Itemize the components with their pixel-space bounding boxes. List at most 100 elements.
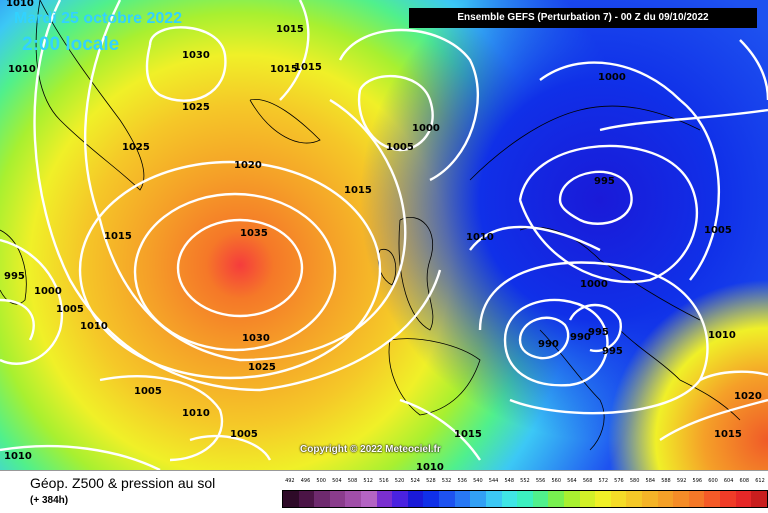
scale-label: 600 xyxy=(708,478,718,484)
isobar-label: 1000 xyxy=(34,286,62,297)
scale-label: 532 xyxy=(441,478,452,484)
isobar-label: 1020 xyxy=(734,391,762,402)
scale-label: 520 xyxy=(394,478,405,484)
scale-swatch xyxy=(407,491,424,507)
isobar-label: 1010 xyxy=(80,321,108,332)
isobar-label: 1015 xyxy=(454,429,482,440)
scale-swatch xyxy=(423,491,440,507)
isobar-label: 1020 xyxy=(234,160,262,171)
scale-swatch xyxy=(454,491,471,507)
scale-label: 564 xyxy=(567,478,577,484)
weather-map: 1010 1015 1030 1010 1015 1015 1025 1025 … xyxy=(0,0,768,470)
scale-label: 584 xyxy=(645,478,656,484)
isobar-label: 1035 xyxy=(240,228,268,239)
isobar-label: 1015 xyxy=(344,185,372,196)
run-info: Ensemble GEFS (Perturbation 7) - 00 Z du… xyxy=(409,8,757,28)
scale-swatch xyxy=(735,491,752,507)
copyright-text: Copyright © 2022 Meteociel.fr xyxy=(300,444,441,455)
color-scale: 492 496 500 504 508 512 516 520 524 528 532 536 540 5… xyxy=(282,478,768,508)
isobar-label: 990 xyxy=(570,332,591,343)
scale-swatch xyxy=(579,491,596,507)
scale-swatches xyxy=(282,490,768,508)
scale-label: 524 xyxy=(410,478,420,484)
scale-label: 496 xyxy=(300,478,311,484)
scale-label: 548 xyxy=(504,478,515,484)
scale-label: 508 xyxy=(347,478,358,484)
isobar-label: 1015 xyxy=(714,429,742,440)
scale-swatch xyxy=(642,491,658,507)
scale-label: 540 xyxy=(473,478,483,484)
isobar-label: 990 xyxy=(538,339,559,350)
scale-swatch xyxy=(595,491,611,507)
scale-label: 604 xyxy=(723,478,734,484)
scale-label: 596 xyxy=(692,478,703,484)
scale-label: 608 xyxy=(739,478,750,484)
scale-swatch xyxy=(751,491,767,507)
scale-label: 504 xyxy=(332,478,342,484)
scale-swatch xyxy=(501,491,518,507)
isobar-label: 1010 xyxy=(466,232,494,243)
scale-label: 588 xyxy=(661,478,671,484)
isobar-label: 1025 xyxy=(122,142,150,153)
forecast-lead-time: (+ 384h) xyxy=(30,495,69,506)
scale-swatch xyxy=(548,491,564,507)
isobar-label: 1000 xyxy=(598,72,626,83)
isobar-label: 1030 xyxy=(182,50,210,61)
scale-label: 580 xyxy=(629,478,640,484)
scale-swatch xyxy=(673,491,689,507)
scale-swatch xyxy=(361,491,377,507)
forecast-time: 2:00 locale xyxy=(22,34,120,55)
scale-label: 560 xyxy=(551,478,562,484)
isobar-label: 1025 xyxy=(182,102,210,113)
isobar-label: 1010 xyxy=(4,451,32,462)
isobar-label: 1010 xyxy=(6,0,34,9)
isobar-label: 1010 xyxy=(8,64,36,75)
scale-swatch xyxy=(376,491,393,507)
isobar-label: 1015 xyxy=(104,231,132,242)
scale-label: 512 xyxy=(363,478,373,484)
scale-label: 572 xyxy=(598,478,609,484)
scale-label: 612 xyxy=(755,478,765,484)
isobar-label: 1005 xyxy=(134,386,162,397)
scale-swatch xyxy=(657,491,674,507)
map-canvas: 1010 1015 1030 1010 1015 1015 1025 1025 … xyxy=(0,0,768,470)
isobar-label: 1000 xyxy=(412,123,440,134)
isobar-label: 1015 xyxy=(270,64,298,75)
isobar-label: 1005 xyxy=(230,429,258,440)
scale-label: 536 xyxy=(457,478,467,484)
isobar-label: 1005 xyxy=(704,225,732,236)
scale-swatch xyxy=(563,491,580,507)
scale-label: 544 xyxy=(488,478,499,484)
scale-swatch xyxy=(517,491,533,507)
scale-label: 516 xyxy=(379,478,389,484)
scale-swatch xyxy=(298,491,315,507)
scale-label: 492 xyxy=(285,478,295,484)
isobar-label: 1005 xyxy=(386,142,414,153)
scale-swatch xyxy=(720,491,736,507)
isobar-label: 1010 xyxy=(416,462,444,470)
isobar-label: 1010 xyxy=(182,408,210,419)
scale-swatch xyxy=(345,491,362,507)
scale-swatch xyxy=(610,491,627,507)
scale-swatch xyxy=(439,491,455,507)
scale-label: 500 xyxy=(316,478,326,484)
scale-swatch xyxy=(626,491,643,507)
isobar-label: 1015 xyxy=(276,24,304,35)
scale-label: 592 xyxy=(676,478,687,484)
scale-swatch xyxy=(283,491,299,507)
coastlines xyxy=(0,0,741,451)
scale-label: 556 xyxy=(535,478,546,484)
isobar-labels: 1010 1015 1030 1010 1015 1015 1025 1025 … xyxy=(4,0,762,470)
legend-title: Géop. Z500 & pression au sol xyxy=(30,475,216,491)
scale-labels: 492 496 500 504 508 512 516 520 524 528 532 536 540 5… xyxy=(282,478,768,488)
scale-swatch xyxy=(532,491,549,507)
isobar-label: 1010 xyxy=(708,330,736,341)
isobar-label: 1015 xyxy=(294,62,322,73)
scale-label: 568 xyxy=(582,478,593,484)
isobar-label: 995 xyxy=(588,327,609,338)
scale-label: 552 xyxy=(520,478,530,484)
isobar-label: 1030 xyxy=(242,333,270,344)
isobar-label: 1025 xyxy=(248,362,276,373)
scale-swatch xyxy=(704,491,721,507)
scale-swatch xyxy=(392,491,408,507)
